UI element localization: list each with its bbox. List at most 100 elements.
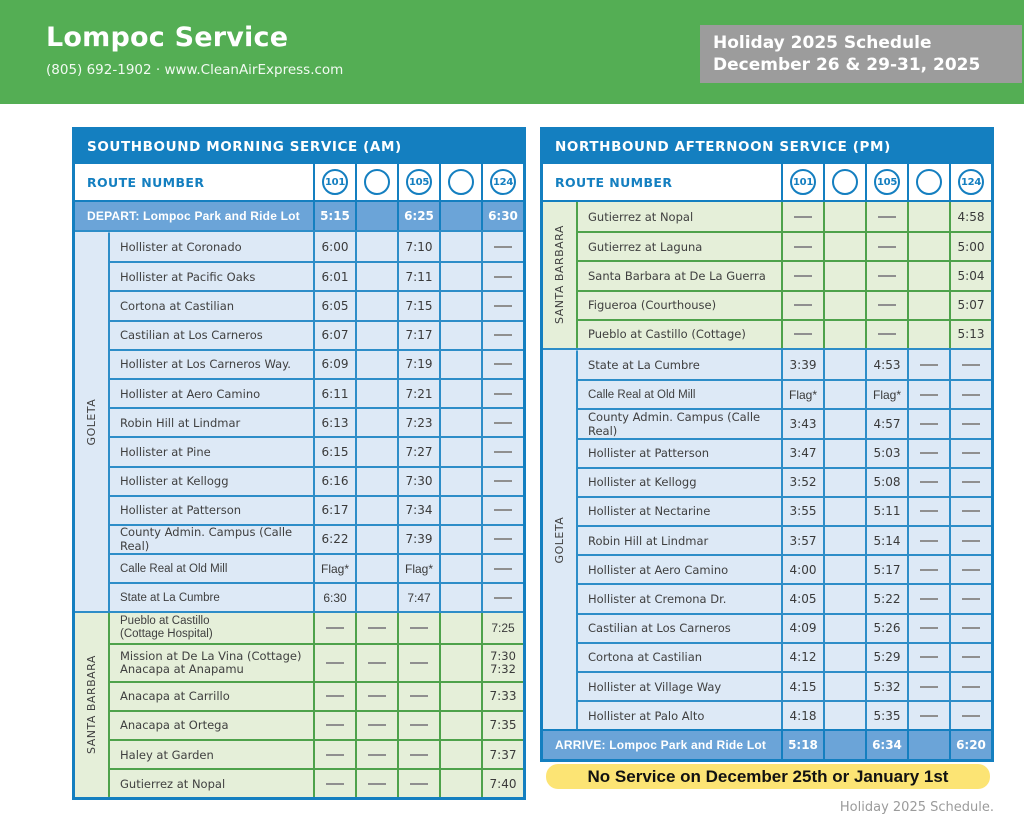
dash-mark <box>962 422 980 425</box>
stop-name: Gutierrez at Laguna <box>588 239 703 254</box>
dash-cell <box>355 770 397 798</box>
stop-name: State at La Cumbre <box>588 357 700 372</box>
empty-cell <box>439 525 481 554</box>
route-cell: 124 <box>481 164 523 200</box>
northbound-table: NORTHBOUND AFTERNOON SERVICE (PM) ROUTE N… <box>540 127 994 763</box>
stop-row: Hollister at Aero Camino 4:00 5:17 <box>578 554 991 584</box>
dash-mark <box>410 753 428 756</box>
badge-line-1: Holiday 2025 Schedule <box>713 33 932 53</box>
time-cell: 6:34 <box>865 731 907 760</box>
time-cell: 7:10 <box>397 232 439 262</box>
dash-mark <box>920 539 938 542</box>
route-cell <box>907 164 949 200</box>
stop-name: Hollister at Pacific Oaks <box>120 269 256 284</box>
stop-row: Pueblo at Castillo (Cottage Hospital) 7:2… <box>110 613 523 643</box>
stop-name: Pueblo at Castillo (Cottage Hospital) <box>120 615 213 641</box>
time-cell: 7:17 <box>397 321 439 349</box>
time-cell: 7:40 <box>481 770 523 798</box>
arrive-row: ARRIVE: Lompoc Park and Ride Lot 5:18 6:34… <box>543 729 991 760</box>
time-cell: 7:11 <box>397 263 439 291</box>
route-cell <box>823 164 865 200</box>
stop-row: Cortona at Castilian 6:05 7:15 <box>110 290 523 320</box>
dash-cell <box>907 556 949 584</box>
dash-cell <box>481 232 523 262</box>
time-cell: 3:39 <box>781 349 823 380</box>
dash-cell <box>397 711 439 739</box>
dash-mark <box>878 245 896 248</box>
dash-cell <box>397 644 439 681</box>
dash-mark <box>494 509 512 512</box>
stop-row: Robin Hill at Lindmar 3:57 5:14 <box>578 525 991 555</box>
dash-mark <box>962 363 980 366</box>
empty-cell <box>907 233 949 261</box>
dash-cell <box>355 644 397 681</box>
dash-cell <box>949 468 991 496</box>
time-cell: Flag* <box>313 555 355 583</box>
dash-cell <box>481 292 523 320</box>
time-cell: 6:30 <box>313 584 355 612</box>
dash-cell <box>949 673 991 701</box>
dash-cell <box>907 585 949 613</box>
stop-name: Hollister at Pine <box>120 444 211 459</box>
stop-name: County Admin. Campus (Calle Real) <box>120 525 293 554</box>
time-cell: 7:15 <box>397 292 439 320</box>
time-cell: 6:20 <box>949 731 991 760</box>
depart-row: DEPART: Lompoc Park and Ride Lot 5:15 6:25… <box>75 202 523 230</box>
stop-row: Hollister at Pacific Oaks 6:01 7:11 <box>110 261 523 291</box>
empty-cell <box>823 556 865 584</box>
time-cell: 6:22 <box>313 525 355 554</box>
stop-name: Hollister at Village Way <box>588 679 722 694</box>
route-circle-101: 101 <box>322 169 348 195</box>
dash-cell <box>481 467 523 495</box>
empty-cell <box>355 232 397 262</box>
stop-name: Hollister at Palo Alto <box>588 708 705 723</box>
dash-mark <box>494 567 512 570</box>
arrive-row-label: ARRIVE: Lompoc Park and Ride Lot <box>555 738 767 753</box>
time-cell: 7:39 <box>397 525 439 554</box>
time-cell: 4:12 <box>781 643 823 671</box>
empty-cell <box>439 682 481 710</box>
stop-name: Hollister at Kellogg <box>120 474 229 489</box>
empty-cell <box>355 202 397 230</box>
dash-mark <box>368 661 386 664</box>
dash-cell <box>355 613 397 643</box>
route-circle-105: 105 <box>874 169 900 195</box>
empty-cell <box>355 584 397 612</box>
dash-mark <box>794 245 812 248</box>
dash-mark <box>494 421 512 424</box>
empty-cell <box>355 292 397 320</box>
dash-cell <box>313 770 355 798</box>
empty-cell <box>439 379 481 408</box>
empty-cell <box>439 770 481 798</box>
dash-cell <box>313 644 355 681</box>
section-rows: Hollister at Coronado 6:00 7:10 Hollister a… <box>110 232 523 612</box>
route-number-row: ROUTE NUMBER 101 105 124 <box>75 164 523 202</box>
stop-row: Hollister at Coronado 6:00 7:10 <box>110 232 523 262</box>
empty-cell <box>355 496 397 524</box>
time-cell: 7:35 <box>481 711 523 739</box>
stop-name: Cortona at Castilian <box>588 650 703 665</box>
dash-cell <box>313 682 355 710</box>
stop-name: Hollister at Patterson <box>120 503 242 518</box>
empty-cell <box>823 262 865 290</box>
dash-mark <box>920 568 938 571</box>
time-cell: Flag* <box>865 381 907 409</box>
stop-name: Hollister at Nectarine <box>588 504 711 519</box>
dash-mark <box>368 724 386 727</box>
dash-mark <box>326 782 344 785</box>
time-cell: 4:09 <box>781 614 823 642</box>
time-cell: 6:05 <box>313 292 355 320</box>
stop-row: Hollister at Pine 6:15 7:27 <box>110 436 523 466</box>
stop-name: Hollister at Cremona Dr. <box>588 592 727 607</box>
dash-cell <box>481 321 523 349</box>
dash-mark <box>494 480 512 483</box>
dash-mark <box>920 510 938 513</box>
time-cell: 6:13 <box>313 409 355 437</box>
stop-name: Castilian at Los Carneros <box>120 328 263 343</box>
stop-row: Hollister at Patterson 3:47 5:03 <box>578 437 991 467</box>
stop-name: Hollister at Coronado <box>120 239 242 254</box>
time-cell: 4:18 <box>781 702 823 730</box>
empty-cell <box>823 731 865 760</box>
time-cell: 5:22 <box>865 585 907 613</box>
empty-cell <box>823 233 865 261</box>
